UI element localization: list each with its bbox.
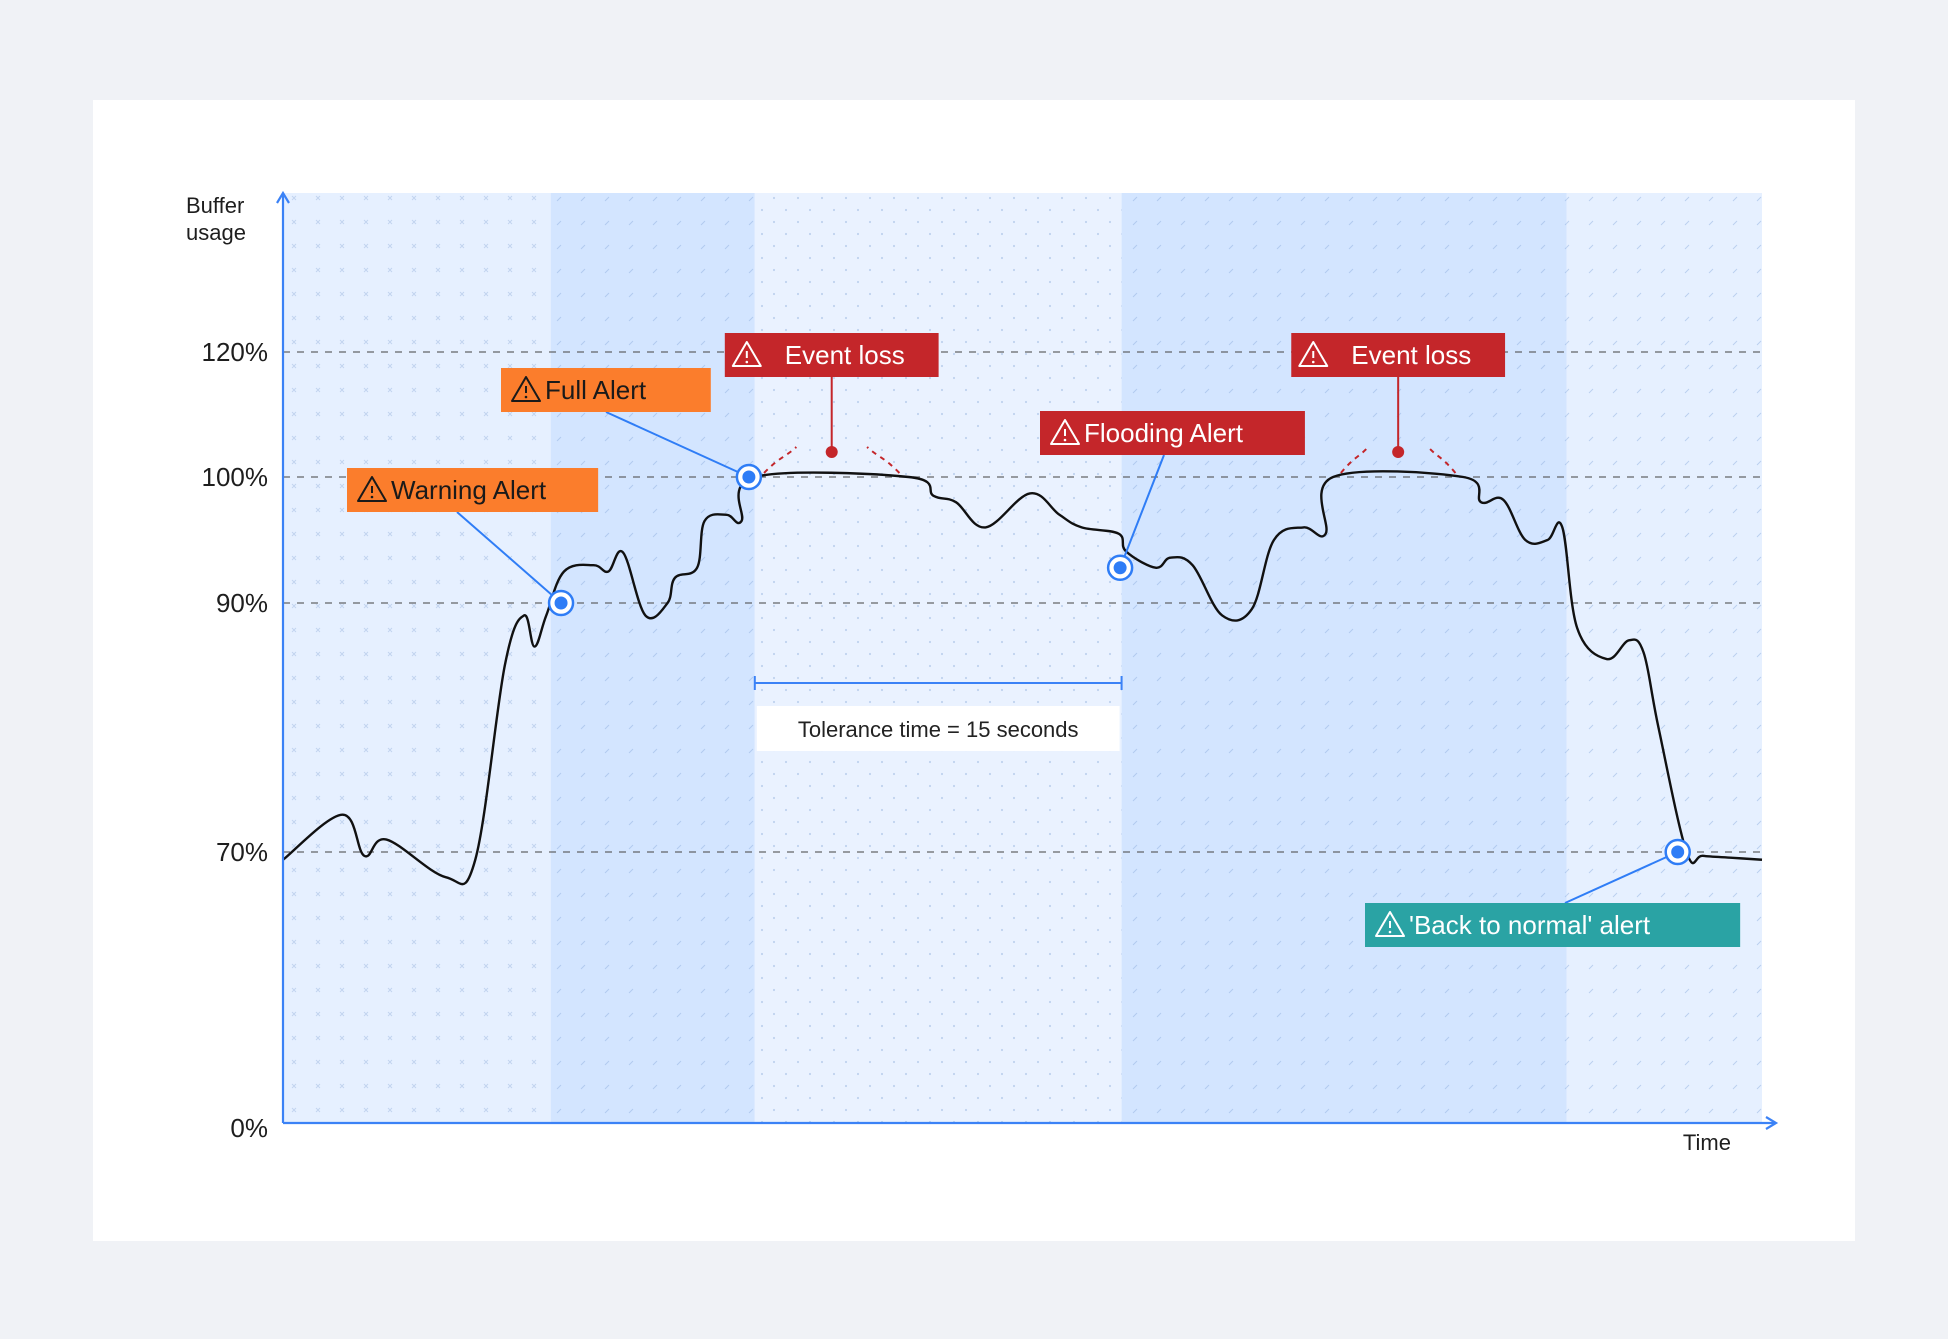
y-axis-arrow [276,190,290,204]
warning-triangle [511,376,541,402]
time-band-texture [754,193,1122,1123]
event-loss-label-box [1291,333,1506,377]
warning-triangle [1050,419,1080,445]
time-band-texture [1566,193,1762,1123]
event-loss-dashed-curve [763,446,798,474]
event-loss-label: Event loss [785,340,905,370]
warning-icon [511,376,541,402]
event-loss-dashed-curve [866,446,901,474]
event-loss-dashed-curve [1340,446,1369,474]
y-tick-label: 90% [216,588,268,618]
y-axis-label: Buffer usage [186,193,246,245]
warning-icon [1050,419,1080,445]
warning-dot [1388,930,1392,934]
reference-lines [283,351,1762,853]
warning-triangle [357,476,387,502]
alert-connector [605,411,750,478]
alert-label: Warning Alert [391,475,547,505]
buffer-usage-line [282,470,1763,886]
warning-triangle [1298,341,1329,367]
warning-icon [1298,341,1329,367]
y-tick-label: 70% [216,837,268,867]
y-tick-label: 0% [230,1113,268,1143]
alert-label: Flooding Alert [1084,418,1244,448]
time-bands [283,193,1762,1123]
x-axis-arrow [1765,1116,1779,1130]
warning-dot [524,395,528,399]
alert-label-box [1040,411,1305,455]
tolerance-annotation: Tolerance time = 15 seconds [753,676,1123,751]
tolerance-label-box [756,706,1120,751]
axes [276,190,1779,1130]
series-layer [282,470,1763,886]
alert-marker-dot [1671,845,1685,859]
alert-marker-dot [554,596,568,610]
event-loss-dot [825,446,838,458]
alert-marker-dot [1113,561,1127,575]
y-tick-label: 120% [202,337,269,367]
alert-marker-dot [742,470,756,484]
time-band-texture [1121,193,1567,1123]
event-loss-label-box [724,333,939,377]
alerts-layer: Warning Alert Full Alert Flooding Alert 'Ba… [347,368,1741,947]
time-band-texture [550,193,755,1123]
alert-label-box [347,468,599,512]
event-loss-markers: Event loss Event loss [724,333,1506,474]
warning-dot [370,495,374,499]
alert-label: 'Back to normal' alert [1409,910,1651,940]
tolerance-label: Tolerance time = 15 seconds [798,717,1079,742]
alert-label-box [1365,903,1741,947]
warning-icon [731,341,762,367]
warning-dot [1063,438,1067,442]
warning-dot [1311,360,1315,364]
event-loss-label: Event loss [1351,340,1471,370]
time-band-texture [283,193,551,1123]
alert-label-box [501,368,711,412]
warning-icon [1375,911,1405,937]
y-tick-label: 100% [202,462,269,492]
axis-labels: 0% 70% 90% 100% 120% Buffer usage Time [186,193,1731,1155]
alert-label: Full Alert [545,375,647,405]
alert-connector [456,511,562,604]
y-axis-label-line: Buffer [186,193,244,218]
event-loss-dashed-curve [1427,446,1457,474]
x-axis-label: Time [1683,1130,1731,1155]
warning-dot [745,360,749,364]
warning-triangle [1375,911,1405,937]
warning-icon [357,476,387,502]
event-loss-dot [1392,446,1405,458]
y-axis-label-line: usage [186,220,246,245]
alert-connector [1564,851,1679,904]
warning-triangle [731,341,762,367]
alert-connector [1119,454,1165,569]
